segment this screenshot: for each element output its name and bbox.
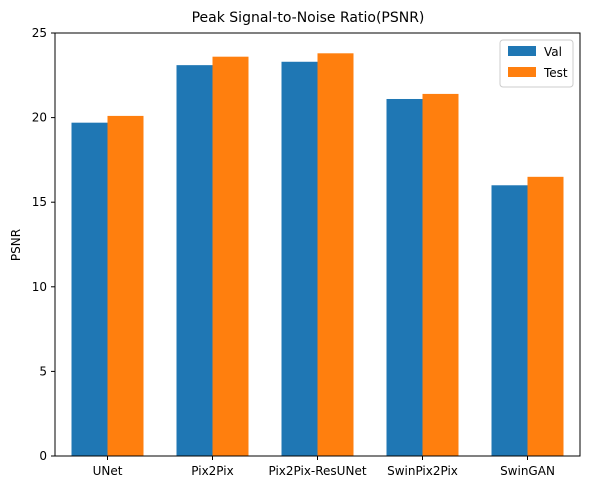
bar-val-swingan	[491, 185, 528, 456]
y-axis-label: PSNR	[9, 229, 23, 261]
x-tick-label: UNet	[93, 464, 123, 478]
bar-val-pix2pix	[176, 65, 213, 456]
x-tick-label: Pix2Pix-ResUNet	[268, 464, 366, 478]
y-tick-label: 25	[32, 26, 47, 40]
bar-val-swinpix2pix	[386, 98, 423, 456]
bar-test-pix2pix	[212, 56, 249, 457]
x-tick-label: Pix2Pix	[191, 464, 233, 478]
y-tick-label: 0	[39, 449, 47, 463]
bar-test-swingan	[527, 176, 564, 456]
x-tick-label: SwinGAN	[500, 464, 555, 478]
legend-label-test: Test	[543, 66, 568, 80]
legend-label-val: Val	[544, 45, 562, 59]
y-tick-label: 10	[32, 280, 47, 294]
bar-val-pix2pix-resunet	[281, 61, 318, 456]
legend: Val Test	[499, 39, 574, 88]
y-tick-label: 15	[32, 195, 47, 209]
bar-test-pix2pix-resunet	[317, 53, 354, 456]
bar-test-unet	[107, 115, 144, 457]
bar-test-swinpix2pix	[422, 93, 459, 457]
legend-swatch-test	[508, 67, 536, 77]
legend-swatch-val	[508, 46, 536, 56]
y-tick-label: 5	[39, 364, 47, 378]
plot-area: 0 5 10 15 20 25 UNet Pix2Pix Pix2Pix-ResUNet Swin…	[32, 26, 581, 478]
bar-val-unet	[71, 122, 108, 457]
y-tick-label: 20	[32, 111, 47, 125]
x-tick-label: SwinPix2Pix	[387, 464, 458, 478]
chart-title: Peak Signal-to-Noise Ratio(PSNR)	[192, 10, 425, 26]
